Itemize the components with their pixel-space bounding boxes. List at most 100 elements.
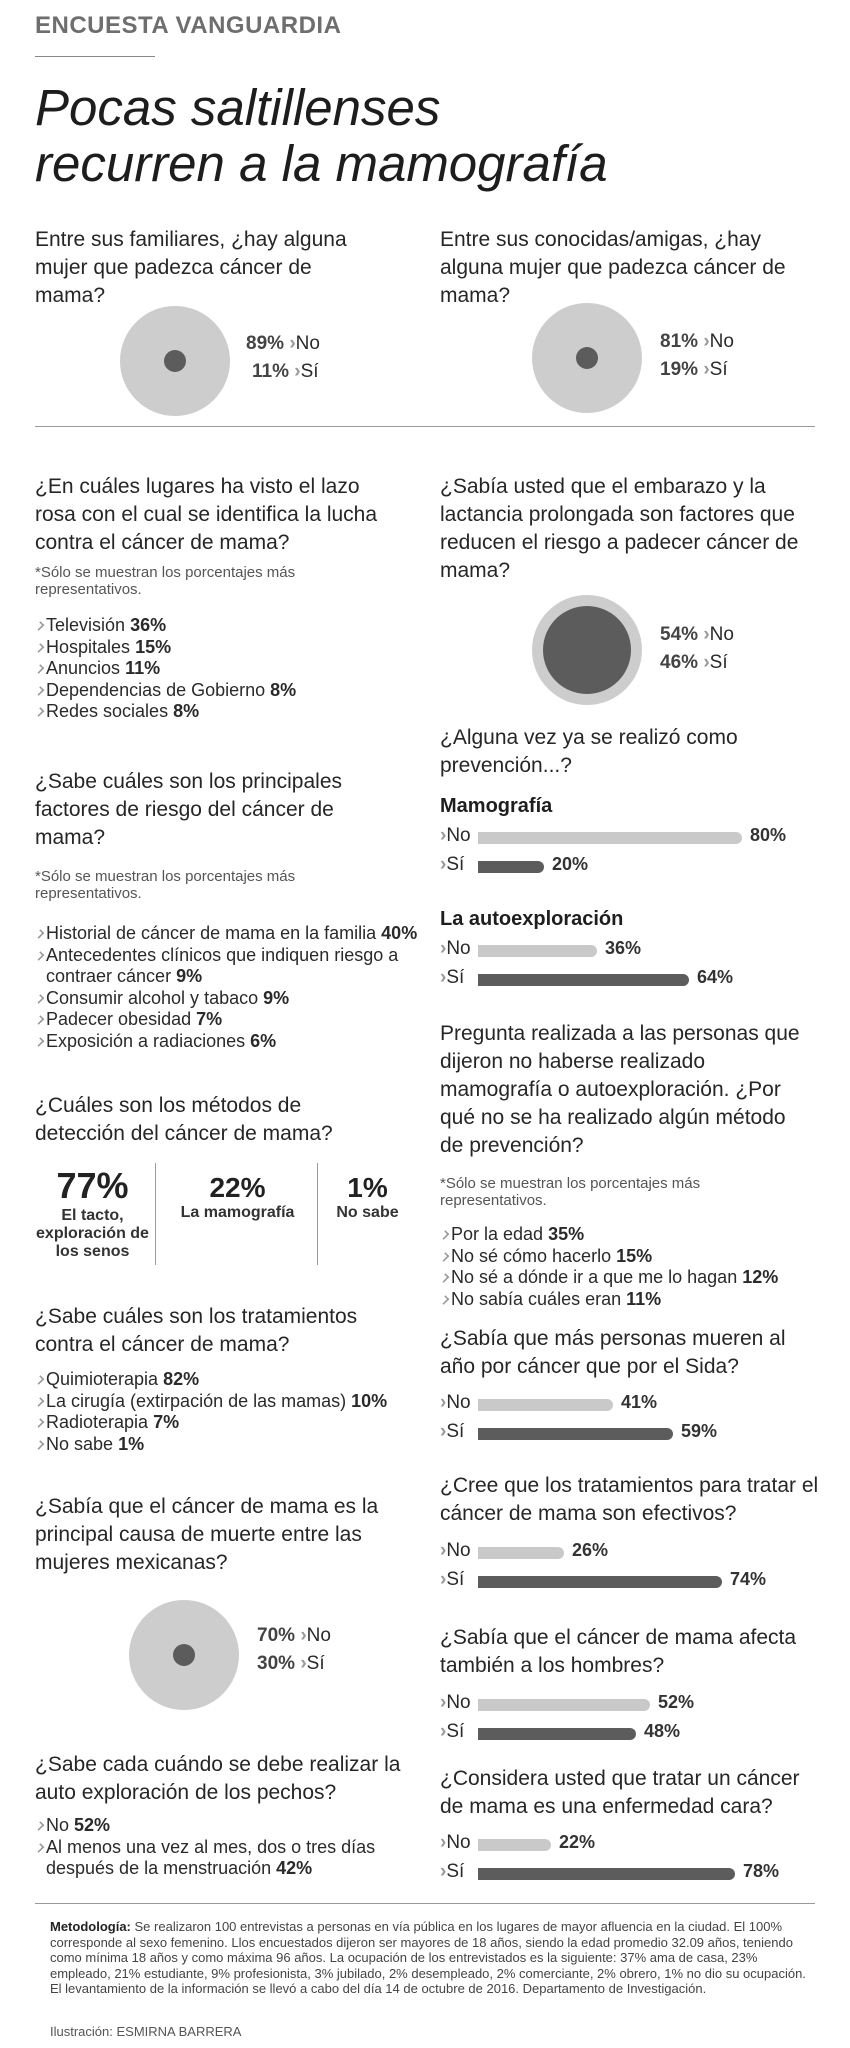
list-item: Padecer obesidad 7% bbox=[35, 1009, 420, 1031]
bar-label: ›No bbox=[440, 1540, 471, 1561]
list-item: No sé a dónde ir a que me lo hagan 12% bbox=[440, 1267, 830, 1289]
question-cara: ¿Considera usted que tratar un cáncer de… bbox=[440, 1767, 800, 1818]
metodo-label: La mamografía bbox=[180, 1204, 295, 1221]
bar-si bbox=[478, 861, 544, 873]
legend-row-si: 11% ›Sí bbox=[252, 361, 319, 382]
bar-value: 20% bbox=[552, 854, 589, 874]
bar-si bbox=[478, 1428, 673, 1440]
metodo-label: No sabe bbox=[336, 1204, 399, 1221]
bar-si bbox=[478, 1728, 636, 1740]
legend-label: Sí bbox=[300, 361, 319, 382]
page-title: Pocas saltillenses recurren a la mamogra… bbox=[35, 80, 815, 192]
list-item: Por la edad 35% bbox=[440, 1224, 830, 1246]
bar-row-no: ›No 36% bbox=[440, 938, 840, 964]
legend-pct: 70% bbox=[257, 1625, 296, 1646]
bar-row-si: ›Sí 74% bbox=[440, 1569, 840, 1595]
question-lazo: ¿En cuáles lugares ha visto el lazo rosa… bbox=[35, 475, 378, 554]
bar-row-no: ›No 80% bbox=[440, 825, 840, 851]
list-item: Anuncios 11% bbox=[35, 658, 415, 680]
methodology: Metodología: Se realizaron 100 entrevist… bbox=[50, 1919, 820, 1997]
pie-embarazo-inner bbox=[543, 606, 631, 694]
list-item: Hospitales 15% bbox=[35, 637, 415, 659]
bar-row-no: ›No 41% bbox=[440, 1392, 840, 1418]
legend-row-si: 30% ›Sí bbox=[257, 1653, 325, 1674]
bar-row-no: ›No 22% bbox=[440, 1832, 840, 1858]
metodo-divider bbox=[317, 1163, 318, 1265]
bars-hombres: ›No 52% ›Sí 48% bbox=[440, 1692, 840, 1747]
legend-label: No bbox=[306, 1625, 331, 1646]
bar-value: 80% bbox=[750, 825, 787, 845]
metodo-pct: 22% bbox=[209, 1172, 266, 1203]
legend-label: Sí bbox=[306, 1653, 325, 1674]
metodo-mamografia: 22% La mamografía bbox=[160, 1172, 315, 1222]
bar-row-si: ›Sí 59% bbox=[440, 1421, 840, 1447]
footer-divider bbox=[35, 1903, 815, 1904]
bar-label: ›Sí bbox=[440, 1721, 465, 1742]
bar-value: 52% bbox=[658, 1692, 695, 1712]
legend-pct: 19% bbox=[660, 359, 699, 380]
legend-row-no: 81% ›No bbox=[660, 331, 734, 352]
list-item: Exposición a radiaciones 6% bbox=[35, 1031, 420, 1053]
note-factores: *Sólo se muestran los porcentajes más re… bbox=[35, 868, 296, 902]
legend-pct: 81% bbox=[660, 331, 699, 352]
bar-no bbox=[478, 945, 597, 957]
methodology-label: Metodología: bbox=[50, 1919, 131, 1934]
question-hombres: ¿Sabía que el cáncer de mama afecta tamb… bbox=[440, 1626, 797, 1677]
kicker: ENCUESTA VANGUARDIA bbox=[35, 12, 342, 39]
question-autoexploracion: ¿Sabe cada cuándo se debe realizar la au… bbox=[35, 1753, 401, 1804]
list-item: Al menos una vez al mes, dos o tres días… bbox=[35, 1837, 385, 1880]
list-autoexploracion: No 52% Al menos una vez al mes, dos o tr… bbox=[35, 1815, 385, 1880]
bar-label: ›No bbox=[440, 1392, 471, 1413]
subtitle-autoexploracion: La autoexploración bbox=[440, 908, 624, 930]
illustration-credit: Ilustración: ESMIRNA BARRERA bbox=[50, 2024, 241, 2039]
bar-label: ›Sí bbox=[440, 967, 465, 988]
pie-familiares-svg bbox=[120, 306, 230, 416]
legend-pct: 30% bbox=[257, 1653, 296, 1674]
bar-si bbox=[478, 1868, 735, 1880]
pie-embarazo-svg bbox=[532, 595, 642, 705]
legend-label: No bbox=[709, 331, 734, 352]
bar-row-no: ›No 52% bbox=[440, 1692, 840, 1718]
list-item: No sabe 1% bbox=[35, 1434, 420, 1456]
question-tratamientos: ¿Sabe cuáles son los tratamientos contra… bbox=[35, 1305, 358, 1356]
bars-sida: ›No 41% ›Sí 59% bbox=[440, 1392, 840, 1447]
list-porque: Por la edad 35% No sé cómo hacerlo 15% N… bbox=[440, 1224, 830, 1310]
legend-label: No bbox=[709, 624, 734, 645]
legend-pct: 54% bbox=[660, 624, 699, 645]
legend-pct: 11% bbox=[252, 361, 289, 382]
bar-value: 26% bbox=[572, 1540, 609, 1560]
bar-label: ›No bbox=[440, 1692, 471, 1713]
bar-label: ›Sí bbox=[440, 854, 465, 875]
legend-pct: 89% bbox=[246, 333, 285, 354]
question-embarazo: ¿Sabía usted que el embarazo y la lactan… bbox=[440, 475, 799, 582]
question-porque: Pregunta realizada a las personas que di… bbox=[440, 1022, 800, 1157]
bar-value: 48% bbox=[644, 1721, 681, 1741]
bars-autoexploracion: ›No 36% ›Sí 64% bbox=[440, 938, 840, 993]
bar-value: 22% bbox=[559, 1832, 596, 1852]
bar-row-si: ›Sí 78% bbox=[440, 1861, 840, 1887]
note-lazo: *Sólo se muestran los porcentajes más re… bbox=[35, 564, 296, 598]
metodo-pct: 1% bbox=[347, 1172, 388, 1203]
credit-label: Ilustración: bbox=[50, 2024, 113, 2039]
bar-si bbox=[478, 1576, 722, 1588]
pie-muerte-svg bbox=[129, 1600, 239, 1710]
legend-label: Sí bbox=[709, 359, 728, 380]
list-item: Historial de cáncer de mama en la famili… bbox=[35, 923, 420, 945]
bar-label: ›Sí bbox=[440, 1421, 465, 1442]
list-item: Televisión 36% bbox=[35, 615, 415, 637]
question-efectivos: ¿Cree que los tratamientos para tratar e… bbox=[440, 1474, 819, 1525]
legend-pct: 46% bbox=[660, 652, 699, 673]
legend-label: Sí bbox=[709, 652, 728, 673]
bar-label: ›No bbox=[440, 1832, 471, 1853]
list-item: No sé cómo hacerlo 15% bbox=[440, 1246, 830, 1268]
title-line-1: Pocas saltillenses bbox=[35, 79, 441, 136]
section-divider bbox=[35, 426, 815, 427]
pie-familiares bbox=[120, 306, 230, 421]
bar-value: 36% bbox=[605, 938, 642, 958]
legend-embarazo: 54% ›No 46% ›Sí bbox=[660, 621, 734, 677]
bars-cara: ›No 22% ›Sí 78% bbox=[440, 1832, 840, 1887]
question-metodos: ¿Cuáles son los métodos de detección del… bbox=[35, 1094, 333, 1145]
legend-row-no: 89% ›No bbox=[246, 333, 320, 354]
metodo-divider bbox=[155, 1163, 156, 1265]
bar-no bbox=[478, 1839, 551, 1851]
